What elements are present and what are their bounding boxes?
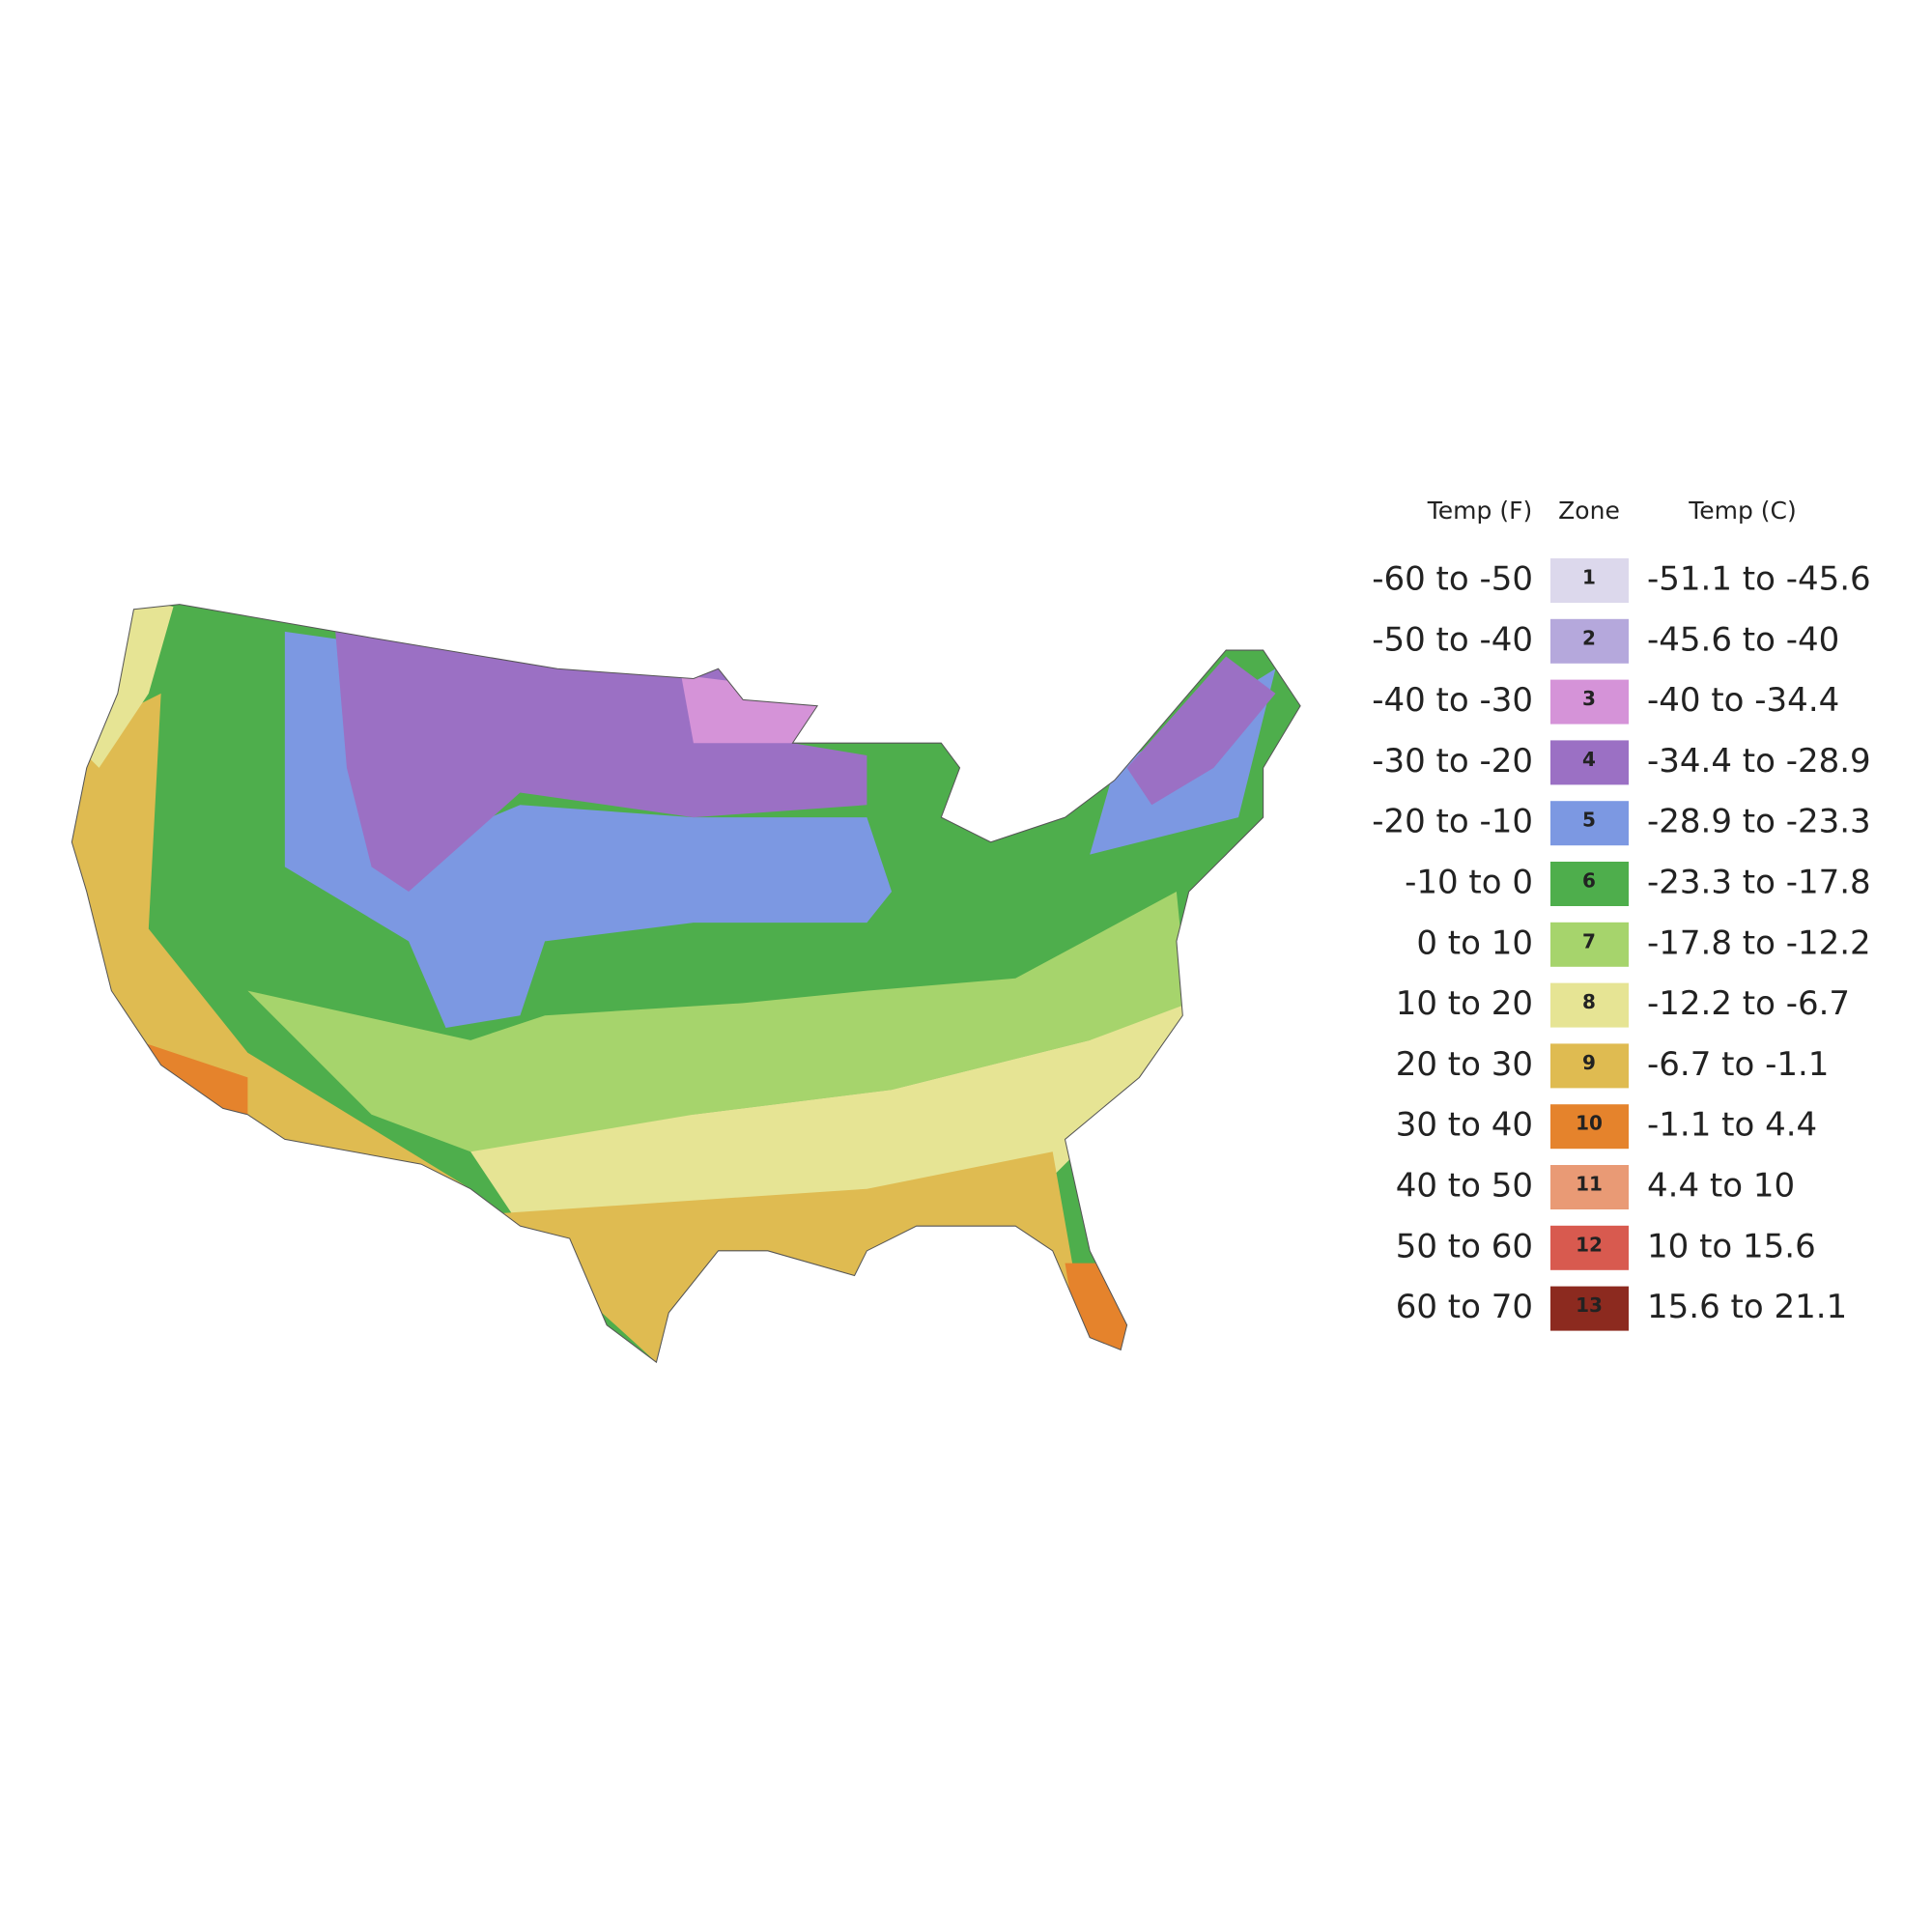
zone-number: 10 [1576,1112,1603,1135]
zone-swatch [1550,558,1629,603]
temp-f: 0 to 10 [1416,923,1533,962]
zone-swatch [1550,1104,1629,1150]
zone-swatch [1550,1286,1629,1331]
temp-f: 60 to 70 [1396,1288,1533,1326]
temp-c: -45.6 to -40 [1647,620,1839,659]
zone-number: 4 [1582,748,1596,771]
zone-swatch [1550,982,1629,1028]
zone-region [681,674,830,744]
temp-c: -34.4 to -28.9 [1647,742,1871,781]
temp-c: 4.4 to 10 [1647,1167,1795,1206]
temp-c: -51.1 to -45.6 [1647,560,1871,599]
zone-number: 5 [1582,809,1596,832]
zone-number: 12 [1576,1233,1603,1256]
temp-f: -30 to -20 [1372,742,1533,781]
temp-f: 30 to 40 [1396,1106,1533,1145]
zone-swatch [1550,618,1629,664]
zone-swatch [1550,1043,1629,1089]
temp-c: 15.6 to 21.1 [1647,1288,1847,1326]
temp-c: -12.2 to -6.7 [1647,984,1850,1023]
legend-header: Temp (F) [1427,497,1532,525]
legend-header: Temp (C) [1688,497,1797,525]
zone-region [284,631,893,1029]
zone-region [1126,656,1276,806]
map [71,604,1301,1363]
temp-f: 20 to 30 [1396,1045,1533,1084]
temp-f: 40 to 50 [1396,1167,1533,1206]
temp-f: 10 to 20 [1396,984,1533,1023]
temp-f: -20 to -10 [1372,803,1533,841]
zone-number: 7 [1582,929,1596,952]
temp-c: -1.1 to 4.4 [1647,1106,1817,1145]
zone-number: 11 [1576,1173,1603,1196]
zone-swatch [1550,801,1629,846]
zone-number: 8 [1582,990,1596,1013]
zone-swatch [1550,679,1629,724]
zone-swatch [1550,740,1629,785]
zone-swatch [1550,862,1629,906]
zone-swatch [1550,922,1629,967]
zone-number: 1 [1582,566,1596,589]
temp-c: -6.7 to -1.1 [1647,1045,1829,1084]
temp-c: -23.3 to -17.8 [1647,864,1871,902]
zone-number: 3 [1582,687,1596,710]
legend: Temp (F) Zone Temp (C) -60 to -50 1 -51.1 to … [1372,497,1871,1331]
temp-f: -40 to -30 [1372,681,1533,720]
temp-f: -50 to -40 [1372,620,1533,659]
zone-number: 13 [1576,1293,1603,1317]
temp-c: -17.8 to -12.2 [1647,923,1871,962]
temp-f: 50 to 60 [1396,1227,1533,1265]
zone-region [247,892,1189,1177]
temp-f: -10 to 0 [1405,864,1533,902]
zone-number: 6 [1582,869,1596,893]
legend-header: Zone [1558,497,1620,525]
temp-c: -28.9 to -23.3 [1647,803,1871,841]
temp-c: 10 to 15.6 [1647,1227,1816,1265]
zone-number: 2 [1582,626,1596,649]
zone-swatch [1550,1165,1629,1209]
zone-region [1065,1263,1140,1363]
zone-swatch [1550,1225,1629,1270]
temp-c: -40 to -34.4 [1647,681,1839,720]
zone-number: 9 [1582,1051,1596,1074]
temp-f: -60 to -50 [1372,560,1533,599]
